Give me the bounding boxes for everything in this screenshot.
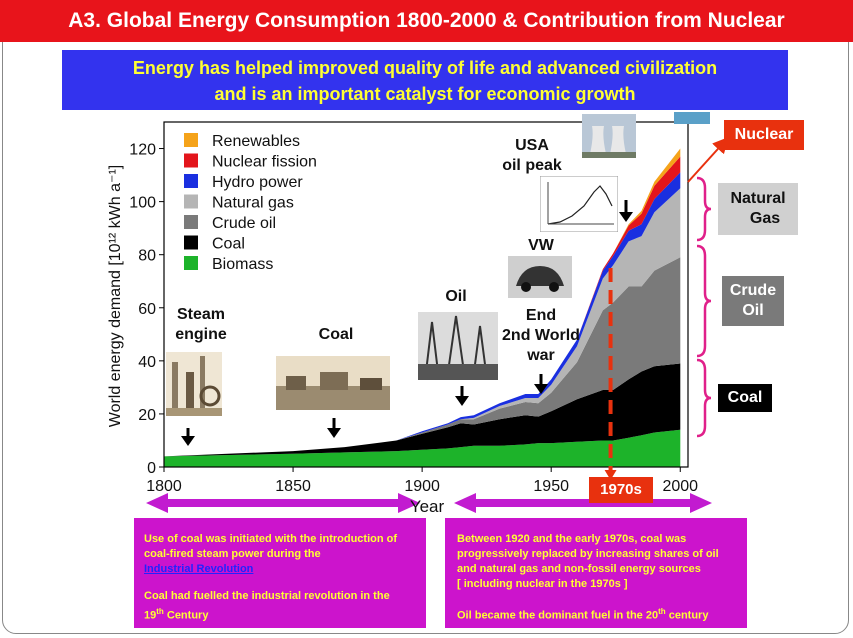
bracket xyxy=(696,244,712,358)
bracket xyxy=(696,176,712,242)
legend-swatch xyxy=(184,256,198,270)
legend-label: Crude oil xyxy=(212,215,276,232)
annotation-oil-line1: Oil xyxy=(445,288,467,305)
down-arrow-head xyxy=(455,396,469,406)
area-coal xyxy=(164,363,681,457)
note-left-line2: Coal had fuelled the industrial revoluti… xyxy=(144,590,390,622)
annotation-steam-engine: Steam engine xyxy=(166,305,236,345)
legend-label: Nuclear fission xyxy=(212,154,317,171)
annotation-coal-line1: Coal xyxy=(318,326,354,343)
annotation-steam-line1: Steam xyxy=(176,306,226,323)
legend-label: Coal xyxy=(212,236,245,253)
side-label-natural-gas-line2: Gas xyxy=(749,210,781,227)
annotation-war-line1: End xyxy=(525,307,557,324)
y-tick-label: 120 xyxy=(129,142,156,159)
note-left-line1: Use of coal was initiated with the intro… xyxy=(144,533,398,560)
y-tick-label: 40 xyxy=(138,354,156,371)
down-arrow-head xyxy=(181,436,195,446)
vw-beetle-picture xyxy=(508,256,572,298)
side-label-natural-gas-line1: Natural xyxy=(730,190,786,207)
coal-mine-picture xyxy=(276,356,390,410)
annotation-usa-line1: USA xyxy=(515,137,549,154)
note-right-line2: [ including nuclear in the 1970s ] xyxy=(457,578,628,590)
legend-label: Biomass xyxy=(212,256,273,273)
annotation-coal: Coal xyxy=(306,325,366,345)
x-tick-label: 1800 xyxy=(146,478,182,495)
usa-oil-production-graph-picture xyxy=(540,176,618,232)
chart-legend: Renewables Nuclear fission Hydro power Natu… xyxy=(184,133,317,273)
stacked-areas xyxy=(164,148,681,467)
period-double-arrow xyxy=(146,493,420,513)
annotation-war-line2: 2nd World xyxy=(502,327,580,344)
side-label-coal: Coal xyxy=(718,384,772,412)
side-label-natural-gas: Natural Gas xyxy=(718,183,798,235)
subtitle-line-1: Energy has helped improved quality of li… xyxy=(132,58,718,78)
down-arrow-head xyxy=(534,384,548,394)
area-natural-gas xyxy=(164,188,681,457)
nuclear-pointer-arrow xyxy=(687,137,729,183)
plot-frame xyxy=(163,121,689,468)
side-label-nuclear: Nuclear xyxy=(724,120,804,150)
bracket xyxy=(696,358,712,438)
down-arrow-head xyxy=(619,212,633,222)
industrial-revolution-link[interactable]: Industrial Revolution xyxy=(144,563,254,575)
side-label-crude-oil-line1: Crude xyxy=(729,282,777,299)
area-biomass xyxy=(164,429,681,467)
legend-swatch xyxy=(184,174,198,188)
chart-decorations xyxy=(146,137,729,513)
note-right-line3: Oil became the dominant fuel in the 20th… xyxy=(457,607,709,622)
x-tick-label: 1950 xyxy=(533,478,569,495)
note-right-line1: Between 1920 and the early 1970s, coal w… xyxy=(457,533,719,575)
annotation-oil: Oil xyxy=(436,287,476,307)
y-tick-label: 0 xyxy=(147,460,156,477)
steam-engine-picture xyxy=(166,352,222,416)
note-left: Use of coal was initiated with the intro… xyxy=(134,518,426,628)
slide-title: A3. Global Energy Consumption 1800-2000 … xyxy=(0,0,853,42)
x-tick-label: 2000 xyxy=(662,478,698,495)
side-label-crude-oil-line2: Oil xyxy=(742,302,764,319)
marker-1970s-head xyxy=(604,470,617,480)
annotation-usa-oil-peak: USA oil peak xyxy=(492,136,572,176)
chart-axes: 0 20 40 60 80 100 120 1800 1850 1900 1950 2000 xyxy=(129,121,698,495)
legend-label: Hydro power xyxy=(212,174,303,191)
legend-swatch xyxy=(184,194,198,209)
subtitle-line-2: and is an important catalyst for economi… xyxy=(214,84,636,104)
annotation-usa-line2: oil peak xyxy=(502,157,562,174)
annotation-steam-line2: engine xyxy=(175,326,227,343)
down-arrow-head xyxy=(327,428,341,438)
legend-swatch xyxy=(184,215,198,229)
y-tick-label: 20 xyxy=(138,407,156,424)
area-crude-oil xyxy=(164,257,681,457)
legend-swatch xyxy=(184,133,198,147)
nuclear-plant-picture xyxy=(582,114,636,158)
annotation-vw-line1: VW xyxy=(528,237,554,254)
annotation-end-war: End 2nd World war xyxy=(496,306,586,366)
renewables-picture xyxy=(674,112,710,124)
subtitle-banner: Energy has helped improved quality of li… xyxy=(62,50,788,110)
period-double-arrow xyxy=(454,493,712,513)
legend-label: Renewables xyxy=(212,133,300,150)
note-right: Between 1920 and the early 1970s, coal w… xyxy=(445,518,747,628)
oil-derricks-picture xyxy=(418,312,498,380)
y-tick-label: 60 xyxy=(138,301,156,318)
legend-label: Natural gas xyxy=(212,195,294,212)
side-label-crude-oil: Crude Oil xyxy=(722,276,784,326)
x-tick-label: 1900 xyxy=(404,478,440,495)
annotation-war-line3: war xyxy=(527,347,555,364)
legend-swatch xyxy=(184,153,198,168)
marker-1970s-label: 1970s xyxy=(589,477,653,503)
x-tick-label: 1850 xyxy=(275,478,311,495)
y-tick-label: 100 xyxy=(129,195,156,212)
y-tick-label: 80 xyxy=(138,248,156,265)
legend-swatch xyxy=(184,235,198,250)
x-axis-label: Year xyxy=(410,497,445,516)
y-axis-label: World energy demand [10¹² kWh a⁻¹] xyxy=(107,165,124,427)
annotation-vw: VW xyxy=(516,236,566,256)
